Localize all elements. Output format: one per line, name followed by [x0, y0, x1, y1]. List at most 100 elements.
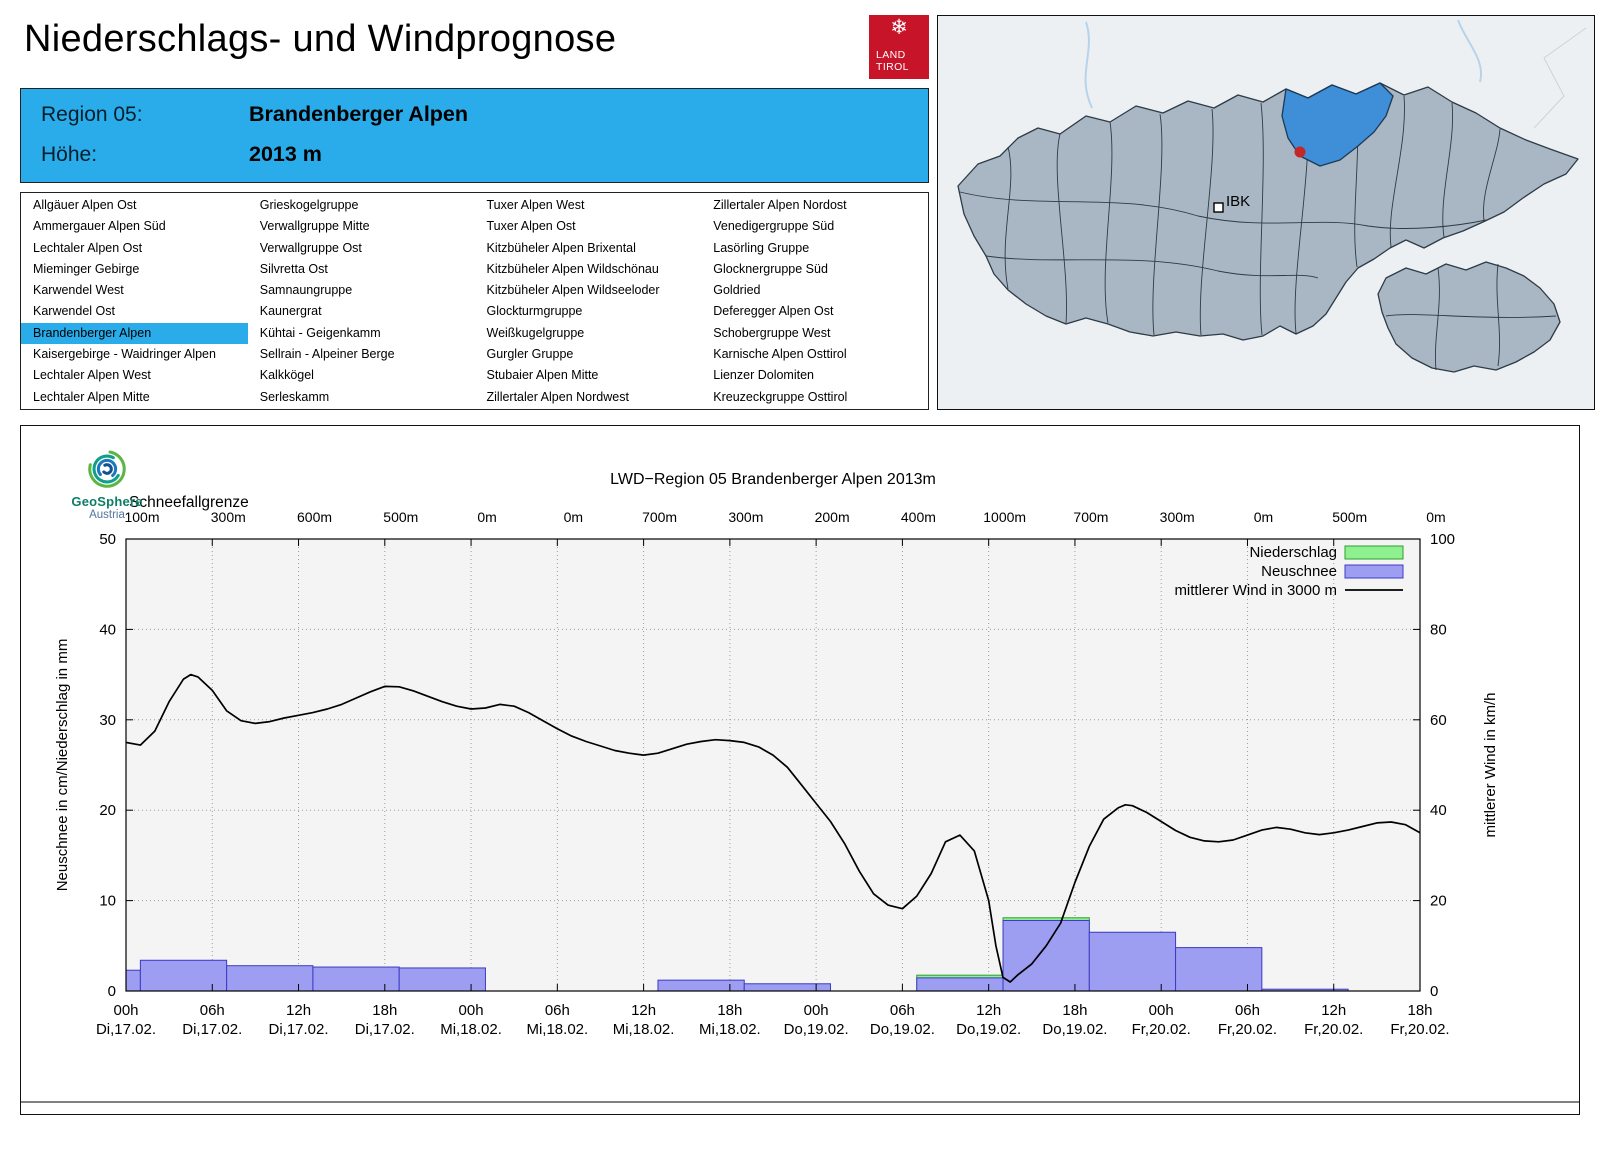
neuschnee-bar	[226, 965, 314, 992]
neuschnee-bar	[1175, 947, 1263, 992]
neuschnee-bar	[1088, 931, 1177, 992]
station-marker	[1294, 146, 1306, 158]
region-item[interactable]: Lienzer Dolomiten	[713, 368, 814, 383]
region-item[interactable]: Schobergruppe West	[713, 325, 831, 340]
region-item[interactable]: Serleskamm	[259, 389, 330, 404]
tirol-map: IBK	[957, 19, 1587, 373]
region-item[interactable]: Kaunergrat	[259, 304, 322, 319]
x-tick-hour: 12h	[1321, 1002, 1346, 1019]
x-tick-date: Fr,20.02.	[1304, 1021, 1363, 1038]
y-right-tick: 80	[1430, 621, 1447, 638]
x-tick-date: Do,19.02.	[1042, 1021, 1107, 1038]
snowline-value: 500m	[383, 509, 418, 525]
region-item[interactable]: Stubaier Alpen Mitte	[486, 368, 599, 383]
snowline-value: 1000m	[983, 509, 1026, 525]
legend-swatch	[1344, 564, 1404, 579]
region-item[interactable]: Lechtaler Alpen Mitte	[33, 389, 150, 404]
altitude-row: Höhe: 2013 m	[41, 142, 322, 167]
region-column: Grieskogelgruppe Verwallgruppe Mitte Verwa…	[248, 195, 475, 408]
y-left-tick: 10	[99, 893, 116, 910]
region-item[interactable]: Lasörling Gruppe	[713, 240, 810, 255]
region-item[interactable]: Venedigergruppe Süd	[713, 219, 835, 234]
selected-region-shape[interactable]	[1281, 82, 1394, 167]
snowline-value: 700m	[1073, 509, 1108, 525]
chart-title: LWD−Region 05 Brandenberger Alpen 2013m	[610, 471, 936, 488]
y-right-tick: 60	[1430, 712, 1447, 729]
region-item[interactable]: Tuxer Alpen West	[486, 198, 585, 212]
snowline-value: 100m	[124, 509, 159, 525]
y-right-tick: 40	[1430, 802, 1447, 819]
region-item[interactable]: Lechtaler Alpen Ost	[33, 240, 143, 255]
x-tick-hour: 18h	[1062, 1002, 1087, 1019]
region-item[interactable]: Karnische Alpen Osttirol	[713, 347, 847, 362]
y-left-tick: 40	[99, 621, 116, 638]
region-boundary	[959, 191, 1487, 229]
region-item[interactable]: Karwendel West	[33, 283, 124, 298]
snowline-value: 0m	[1426, 509, 1445, 525]
region-item[interactable]: Lechtaler Alpen West	[33, 368, 151, 383]
x-tick-hour: 06h	[1235, 1002, 1260, 1019]
region-boundary	[1389, 95, 1405, 248]
region-row: Region 05: Brandenberger Alpen	[41, 102, 468, 127]
region-item[interactable]: Goldried	[713, 283, 761, 298]
region-boundary	[1496, 263, 1500, 367]
land-tirol-logo: ❄ LAND TIROL	[869, 15, 929, 79]
river-line	[1084, 21, 1093, 109]
region-item[interactable]: Sellrain - Alpeiner Berge	[259, 347, 395, 362]
geosphere-country: Austria	[89, 509, 125, 521]
region-item[interactable]: Ammergauer Alpen Süd	[33, 219, 166, 234]
region-item[interactable]: Glocknergruppe Süd	[713, 261, 828, 276]
wind-line	[125, 673, 1421, 983]
region-item[interactable]: Tuxer Alpen Ost	[486, 219, 576, 234]
region-item[interactable]: Kitzbüheler Alpen Wildschönau	[486, 261, 659, 276]
region-boundary	[1482, 128, 1501, 222]
region-item[interactable]: Kitzbüheler Alpen Wildseeloder	[486, 283, 660, 298]
snowline-value: 300m	[211, 509, 246, 525]
snowline-value: 600m	[297, 509, 332, 525]
region-item[interactable]: Glockturmgruppe	[486, 304, 583, 319]
x-tick-date: Di,17.02.	[96, 1021, 156, 1038]
region-boundary	[1004, 146, 1012, 290]
x-tick-hour: 00h	[804, 1002, 829, 1019]
map-region-area[interactable]	[957, 82, 1579, 341]
x-tick-date: Di,17.02.	[269, 1021, 329, 1038]
x-tick-date: Mi,18.02.	[440, 1021, 502, 1038]
logo-line2: TIROL	[876, 60, 909, 73]
region-item[interactable]: Verwallgruppe Mitte	[259, 219, 370, 234]
region-boundary	[1385, 314, 1557, 318]
neuschnee-bar	[657, 979, 745, 992]
region-item[interactable]: Kalkkögel	[259, 368, 314, 383]
region-item[interactable]: Kühtai - Geigenkamm	[259, 325, 381, 340]
ibk-label: IBK	[1226, 193, 1250, 210]
region-item[interactable]: Verwallgruppe Ost	[259, 240, 362, 255]
region-boundary	[1259, 102, 1264, 336]
forecast-chart-panel: 00h Di,17.02. 100m 06h Di,17.02. 300m 12h Di,17…	[20, 425, 1580, 1115]
region-item[interactable]: Silvretta Ost	[259, 261, 328, 276]
x-tick-hour: 12h	[631, 1002, 656, 1019]
neuschnee-bar	[743, 983, 832, 992]
region-item[interactable]: Deferegger Alpen Ost	[713, 304, 834, 319]
altitude-label: Höhe:	[41, 143, 98, 166]
region-item[interactable]: Zillertaler Alpen Nordost	[713, 198, 847, 212]
neuschnee-bar	[125, 969, 141, 992]
region-list: Allgäuer Alpen Ost Ammergauer Alpen Süd Le…	[20, 192, 929, 410]
region-item[interactable]: Samnaungruppe	[259, 283, 353, 298]
region-item[interactable]: Allgäuer Alpen Ost	[33, 198, 137, 212]
region-item[interactable]: Kaisergebirge - Waidringer Alpen	[33, 347, 216, 362]
region-item[interactable]: Mieminger Gebirge	[33, 261, 140, 276]
altitude-value: 2013 m	[249, 142, 322, 166]
region-item[interactable]: Kreuzeckgruppe Osttirol	[713, 389, 848, 404]
x-tick-hour: 06h	[890, 1002, 915, 1019]
neuschnee-bar	[139, 959, 228, 992]
region-item[interactable]: Karwendel Ost	[33, 304, 115, 319]
region-item[interactable]: Grieskogelgruppe	[259, 198, 359, 212]
region-item-selected[interactable]: Brandenberger Alpen	[21, 322, 248, 345]
region-item[interactable]: Zillertaler Alpen Nordwest	[486, 389, 629, 404]
y-left-axis-label: Neuschnee in cm/Niederschlag in mm	[54, 639, 71, 892]
region-item[interactable]: Weißkugelgruppe	[486, 325, 585, 340]
geosphere-name: GeoSphere	[71, 494, 143, 509]
region-item[interactable]: Gurgler Gruppe	[486, 347, 574, 362]
legend-label: Neuschnee	[1261, 563, 1337, 580]
region-item[interactable]: Kitzbüheler Alpen Brixental	[486, 240, 636, 255]
snowline-value: 500m	[1332, 509, 1367, 525]
